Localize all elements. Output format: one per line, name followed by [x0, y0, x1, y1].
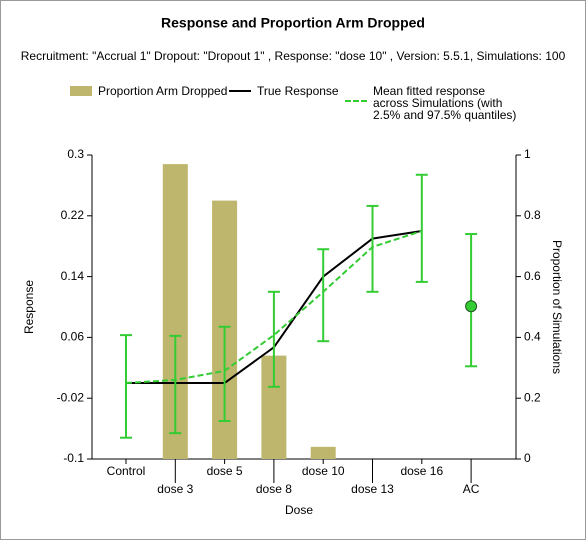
x-tick-label: dose 10 — [302, 464, 345, 478]
y2-tick-label: 0.8 — [524, 208, 541, 222]
x-tick-label: dose 3 — [157, 482, 193, 496]
legend-swatch — [229, 90, 251, 92]
legend-label: True Response — [257, 84, 339, 98]
y2-tick-label: 1 — [524, 147, 531, 161]
y-tick-label: -0.1 — [63, 451, 84, 465]
legend-label: Proportion Arm Dropped — [98, 84, 228, 98]
y-tick-label: 0.22 — [61, 208, 85, 222]
legend-swatch — [345, 100, 367, 102]
y2-tick-label: 0.4 — [524, 330, 541, 344]
chart-title: Response and Proportion Arm Dropped — [161, 15, 425, 31]
x-tick-label: dose 16 — [400, 464, 443, 478]
x-tick-label: dose 5 — [207, 464, 243, 478]
x-tick-label: Control — [107, 464, 146, 478]
legend-swatch — [70, 86, 92, 96]
x-tick-label: dose 8 — [256, 482, 292, 496]
marker — [465, 300, 478, 313]
y2-tick-label: 0.2 — [524, 390, 541, 404]
x-tick-label: dose 13 — [351, 482, 394, 496]
line — [125, 230, 423, 384]
legend-label: Mean fitted response across Simulations … — [373, 84, 517, 122]
y-tick-label: 0.14 — [61, 269, 85, 283]
bar — [310, 446, 336, 459]
y2-tick-label: 0.6 — [524, 269, 541, 283]
y-tick-label: 0.3 — [67, 147, 84, 161]
x-tick-label: AC — [463, 482, 480, 496]
y-axis-label: Response — [22, 280, 36, 334]
chart-subtitle: Recruitment: "Accrual 1" Dropout: "Dropo… — [21, 49, 566, 63]
x-axis-label: Dose — [285, 503, 313, 517]
y2-axis-label: Proportion of Simulations — [550, 240, 564, 374]
y2-tick-label: 0 — [524, 451, 531, 465]
y-tick-label: -0.02 — [57, 390, 85, 404]
y-tick-label: 0.06 — [61, 330, 85, 344]
